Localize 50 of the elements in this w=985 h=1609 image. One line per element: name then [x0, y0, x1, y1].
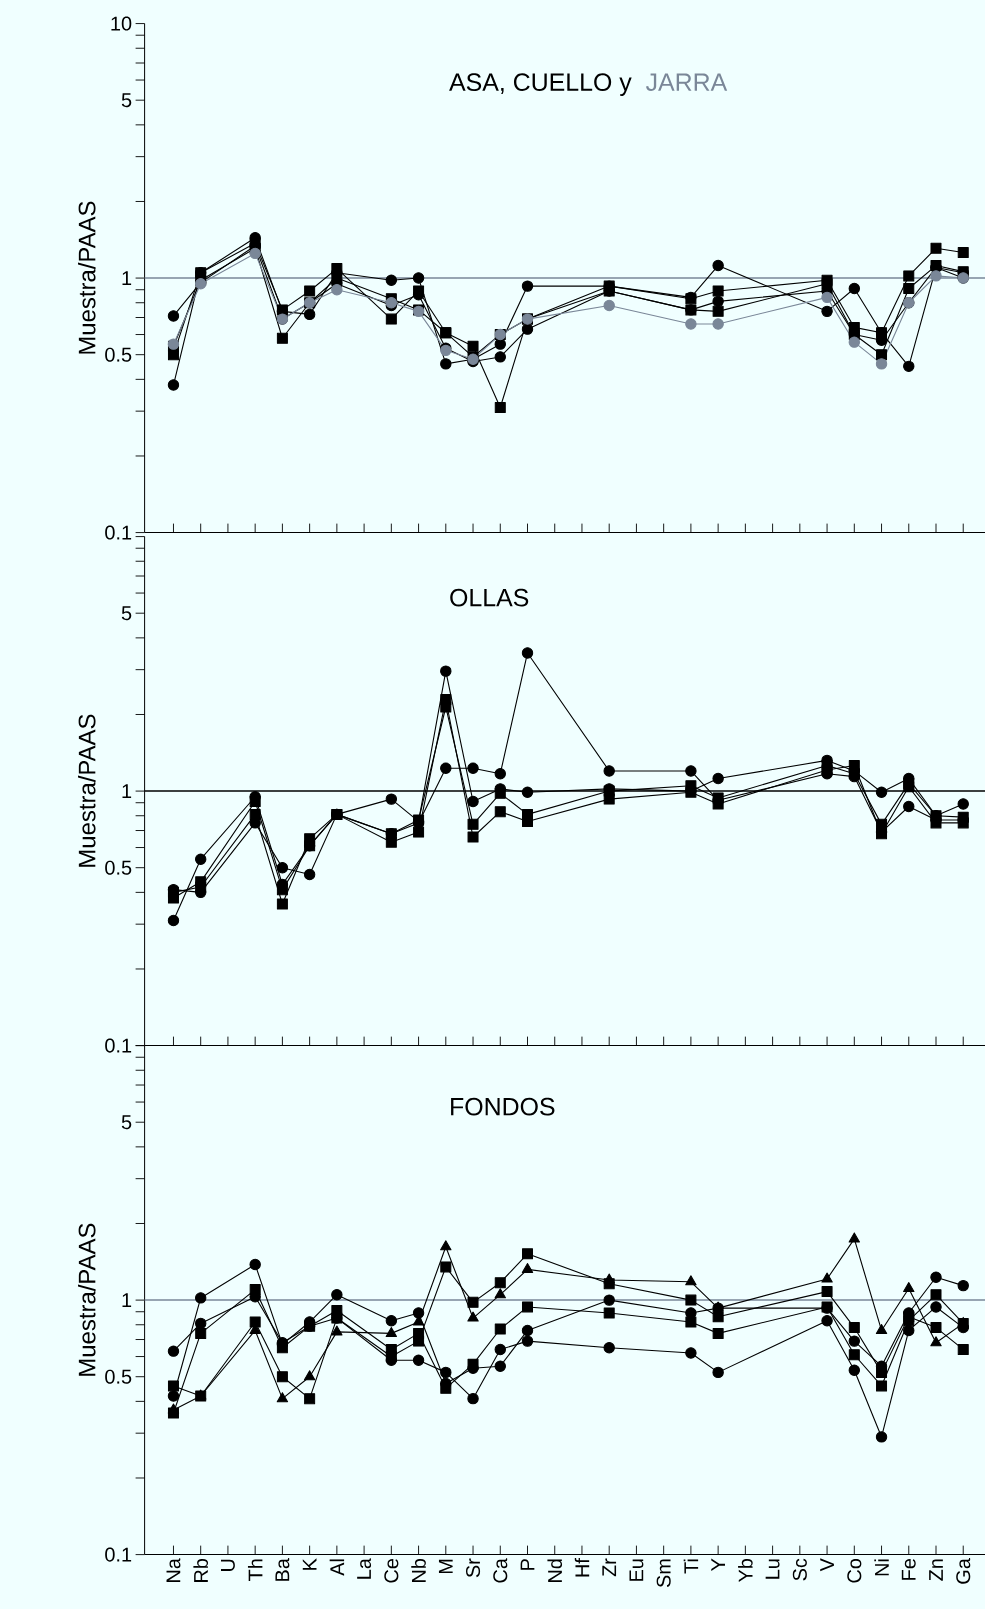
x-tick-label: P	[520, 1559, 535, 1570]
y-axis-title: Muestra/PAAS	[77, 1223, 96, 1376]
y-axis-title: Muestra/PAAS	[77, 201, 96, 354]
x-tick-label: La	[357, 1558, 372, 1579]
x-tick-label: Sm	[656, 1559, 671, 1588]
x-tick-label: K	[302, 1558, 317, 1570]
x-tick-label: M	[438, 1559, 453, 1574]
text: FONDOS	[451, 1097, 555, 1116]
x-tick-label: Na	[166, 1558, 181, 1582]
x-tick-label: Sc	[792, 1558, 807, 1581]
x-tick-label: Nb	[411, 1558, 426, 1582]
x-tick-label: Ca	[493, 1558, 508, 1583]
x-tick-label: Al	[329, 1559, 345, 1576]
x-tick-label: Ba	[275, 1558, 290, 1581]
y-tick-label: 1	[122, 784, 132, 798]
x-tick-label: Eu	[629, 1559, 644, 1581]
text: ASA, CUELLO y	[449, 73, 632, 96]
x-tick-label: Ce	[384, 1559, 399, 1583]
y-tick-label: 0.1	[105, 525, 132, 540]
y-tick-label: 5	[121, 93, 132, 108]
x-tick-label: Sr	[465, 1558, 481, 1578]
x-tick-label: Zn	[929, 1559, 943, 1581]
text: JARRA	[645, 73, 728, 92]
y-tick-label: 1	[122, 1293, 132, 1307]
x-tick-label: Lu	[765, 1559, 780, 1579]
text: OLLAS	[450, 588, 529, 607]
y-axis-title: Muestra/PAAS	[77, 714, 96, 867]
y-tick-label: 10	[111, 16, 132, 31]
y-tick-label: 5	[121, 606, 132, 621]
x-tick-label: Ti	[683, 1559, 699, 1574]
x-tick-label: Ni	[874, 1559, 889, 1576]
x-tick-label: Yb	[738, 1558, 753, 1583]
x-tick-label: Rb	[193, 1558, 209, 1582]
y-tick-label: 0.5	[105, 347, 132, 362]
x-tick-label: Th	[247, 1559, 263, 1581]
y-tick-label: 1	[122, 271, 132, 285]
x-tick-label: Nd	[547, 1559, 563, 1582]
x-tick-label: U	[220, 1559, 235, 1571]
x-tick-label: V	[820, 1558, 834, 1572]
y-tick-label: 5	[121, 1115, 132, 1130]
x-tick-label: Fe	[901, 1559, 916, 1580]
x-tick-label: Co	[847, 1558, 862, 1583]
x-tick-label: Ga	[956, 1558, 971, 1584]
x-tick-label: Zr	[602, 1558, 617, 1577]
x-tick-label: Hf	[574, 1558, 590, 1577]
y-tick-label: 0.1	[105, 1547, 132, 1562]
x-tick-label: Y	[711, 1558, 725, 1571]
y-tick-label: 0.5	[105, 860, 132, 875]
y-tick-label: 0.1	[105, 1038, 132, 1053]
y-tick-label: 0.5	[105, 1369, 132, 1384]
